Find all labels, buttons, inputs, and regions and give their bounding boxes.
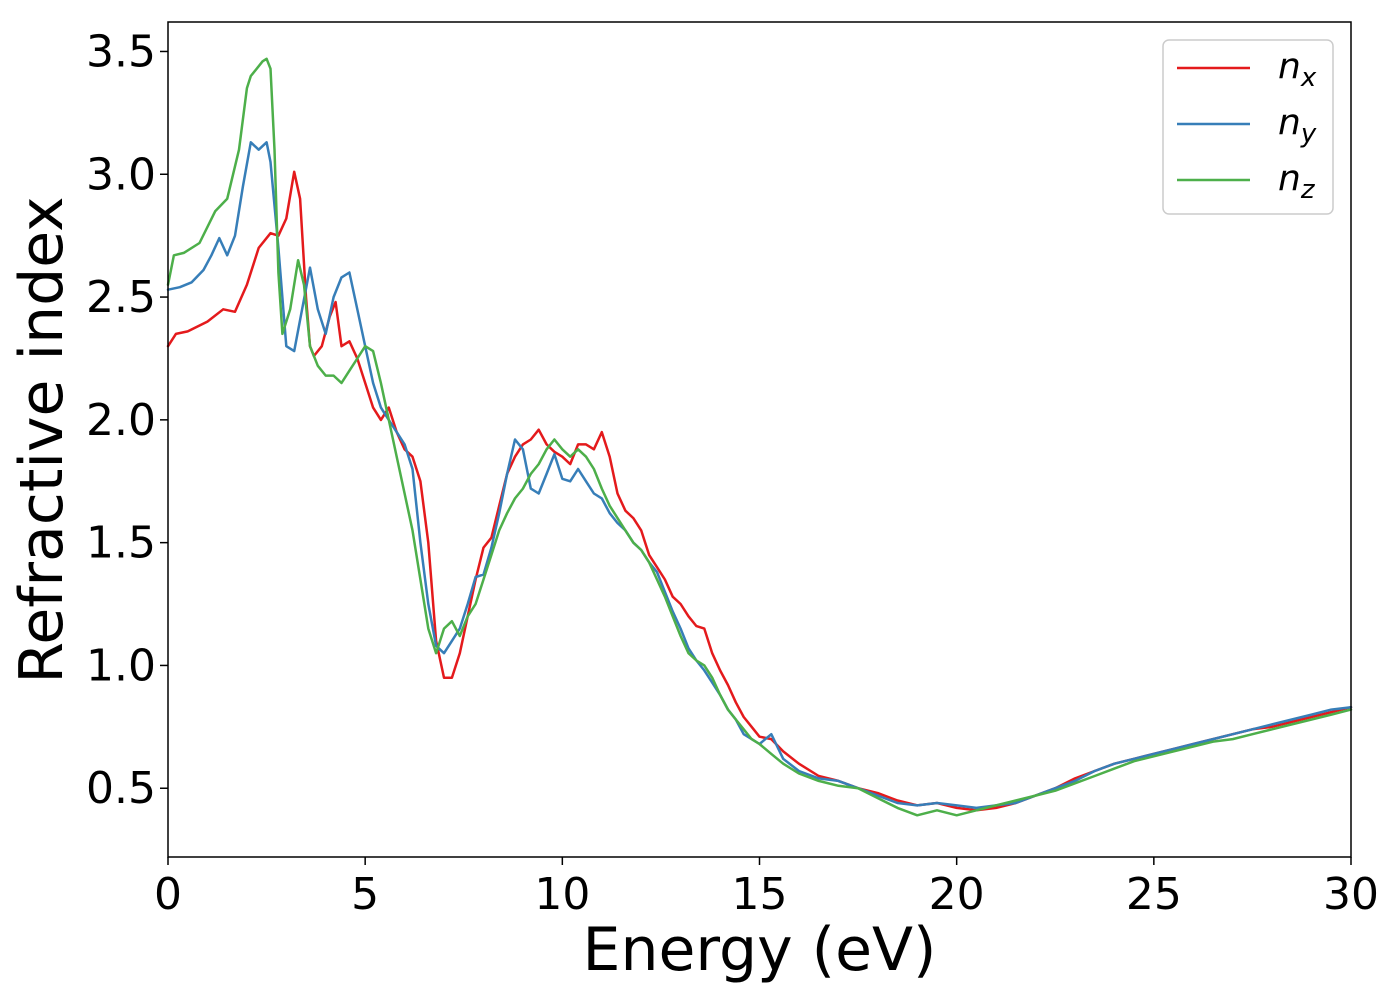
y-tick-label: 1.0 [86,640,156,691]
series-line-y [166,141,1353,810]
series-layer [166,57,1353,817]
y-tick-label: 2.5 [86,272,156,323]
legend-label-z: nz [1278,158,1316,205]
x-tick-label: 20 [929,869,985,920]
y-tick-label: 2.0 [86,395,156,446]
y-tick-label: 1.5 [86,518,156,569]
legend-label-x: nx [1278,46,1317,93]
legend-entries: nx ny nz [1177,46,1317,205]
y-ticks: 0.5 1.0 1.5 2.0 2.5 3.0 3.5 [86,26,168,814]
y-tick-label: 3.0 [86,149,156,200]
x-tick-label: 0 [154,869,182,920]
x-tick-label: 15 [732,869,788,920]
legend: nx ny nz [1162,39,1334,215]
y-tick-label: 0.5 [86,763,156,814]
y-axis-title: Refractive index [7,196,77,683]
x-tick-label: 10 [534,869,590,920]
x-ticks: 0 5 10 15 20 25 30 [154,857,1379,920]
x-tick-label: 30 [1323,869,1379,920]
series-line-z [166,57,1353,817]
legend-box [1162,39,1334,215]
y-tick-label: 3.5 [86,26,156,77]
legend-label-y: ny [1278,102,1317,149]
x-tick-label: 25 [1126,869,1182,920]
series-line-x [166,170,1353,812]
x-axis-title: Energy (eV) [583,915,937,985]
x-tick-label: 5 [351,869,379,920]
